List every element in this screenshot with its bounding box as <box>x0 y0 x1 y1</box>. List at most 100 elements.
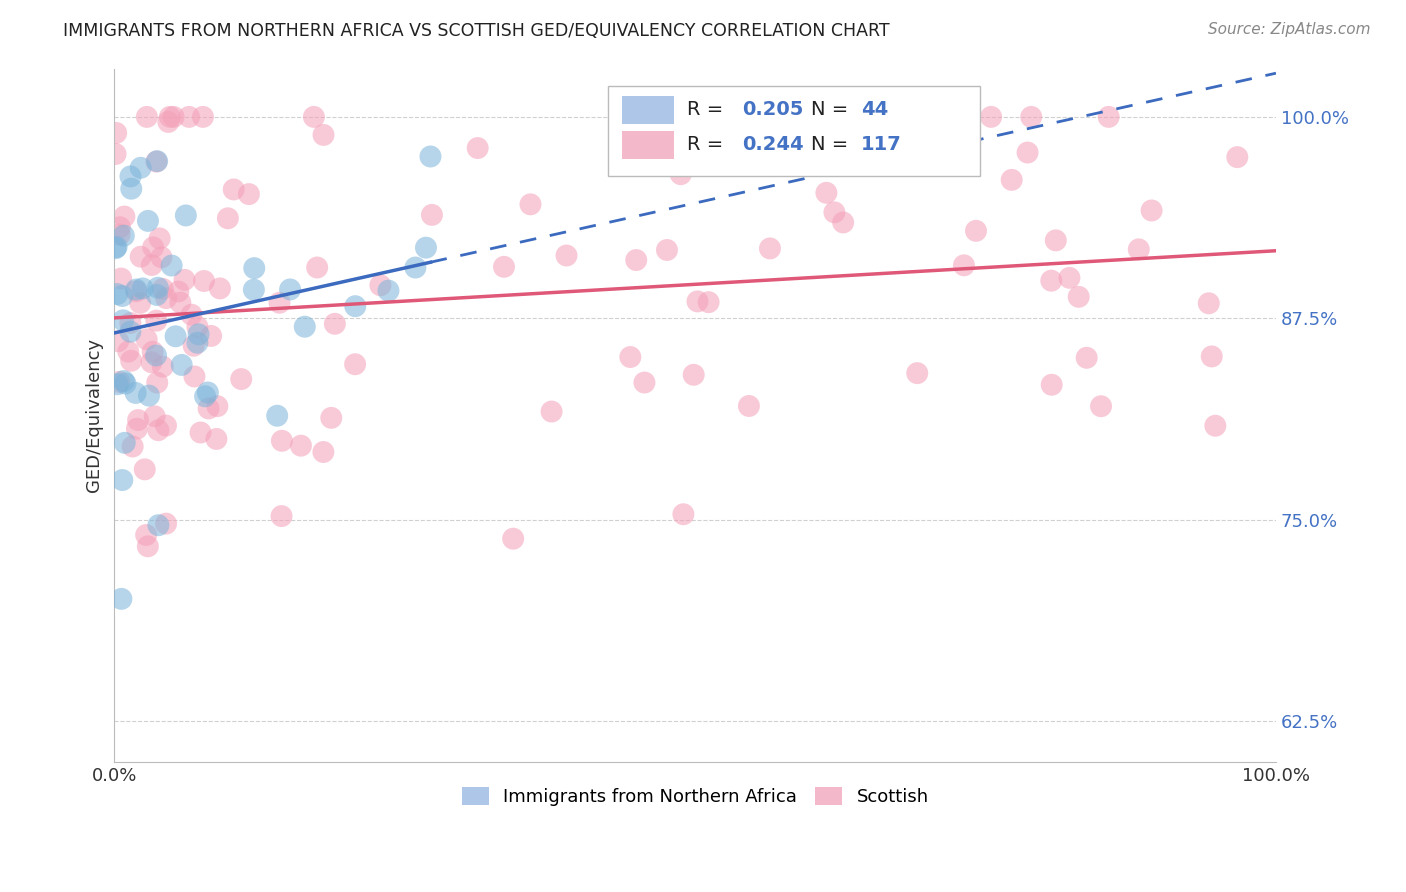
Point <box>519 197 541 211</box>
Point <box>823 205 845 219</box>
Point <box>135 528 157 542</box>
Point <box>163 110 186 124</box>
Point <box>134 462 156 476</box>
Point <box>222 182 245 196</box>
Point <box>120 353 142 368</box>
Point <box>146 154 169 169</box>
Point <box>1226 150 1249 164</box>
Point <box>108 375 131 389</box>
Point <box>682 368 704 382</box>
Point <box>110 271 132 285</box>
Point <box>200 329 222 343</box>
Text: 117: 117 <box>862 135 903 153</box>
Point <box>165 329 187 343</box>
Point <box>107 334 129 349</box>
Point <box>155 516 177 531</box>
Point <box>145 313 167 327</box>
Text: 44: 44 <box>862 100 889 119</box>
Point <box>266 409 288 423</box>
Point <box>1017 145 1039 160</box>
Point <box>312 445 335 459</box>
Point <box>290 439 312 453</box>
Point <box>104 147 127 161</box>
Point <box>105 126 128 140</box>
Point <box>672 508 695 522</box>
Point <box>183 339 205 353</box>
Point <box>111 289 134 303</box>
FancyBboxPatch shape <box>621 96 675 124</box>
Point <box>278 283 301 297</box>
Point <box>271 434 294 448</box>
Point <box>1140 203 1163 218</box>
Point <box>114 376 136 391</box>
Point <box>370 278 392 293</box>
Point <box>138 388 160 402</box>
Point <box>169 295 191 310</box>
Point <box>1067 290 1090 304</box>
Point <box>135 110 157 124</box>
Text: N =: N = <box>811 135 855 153</box>
Y-axis label: GED/Equivalency: GED/Equivalency <box>86 338 103 492</box>
Point <box>1128 243 1150 257</box>
Point <box>404 260 426 275</box>
Point <box>121 440 143 454</box>
Point <box>191 110 214 124</box>
Point <box>1198 296 1220 310</box>
Point <box>129 250 152 264</box>
Point <box>145 154 167 169</box>
Point <box>307 260 329 275</box>
Point <box>150 250 173 264</box>
Point <box>672 151 695 165</box>
Point <box>135 332 157 346</box>
Point <box>186 319 208 334</box>
Point <box>149 231 172 245</box>
Point <box>1001 173 1024 187</box>
Point <box>159 110 181 124</box>
Point <box>965 224 987 238</box>
Point <box>155 291 177 305</box>
Point <box>125 422 148 436</box>
Point <box>953 258 976 272</box>
Point <box>141 258 163 272</box>
Point <box>177 110 200 124</box>
Point <box>540 404 562 418</box>
Text: R =: R = <box>688 100 730 119</box>
Point <box>633 376 655 390</box>
Point <box>112 210 135 224</box>
Point <box>321 410 343 425</box>
Point <box>492 260 515 274</box>
Point <box>105 287 128 301</box>
Point <box>312 128 335 142</box>
Point <box>243 283 266 297</box>
Point <box>110 591 132 606</box>
Point <box>420 208 443 222</box>
Point <box>146 281 169 295</box>
FancyBboxPatch shape <box>607 86 980 176</box>
Point <box>120 316 142 330</box>
Point <box>207 399 229 413</box>
Text: IMMIGRANTS FROM NORTHERN AFRICA VS SCOTTISH GED/EQUIVALENCY CORRELATION CHART: IMMIGRANTS FROM NORTHERN AFRICA VS SCOTT… <box>63 22 890 40</box>
Point <box>419 149 441 163</box>
Point <box>197 385 219 400</box>
Point <box>117 344 139 359</box>
Point <box>270 509 292 524</box>
Point <box>152 359 174 374</box>
Point <box>815 186 838 200</box>
Point <box>205 432 228 446</box>
Point <box>108 220 131 235</box>
Point <box>143 409 166 424</box>
Point <box>136 214 159 228</box>
Point <box>114 435 136 450</box>
Text: 0.205: 0.205 <box>741 100 803 119</box>
Point <box>157 115 180 129</box>
Point <box>186 335 208 350</box>
Point <box>194 389 217 403</box>
Point <box>187 327 209 342</box>
Point <box>131 281 153 295</box>
Point <box>905 366 928 380</box>
Point <box>344 299 367 313</box>
Point <box>111 473 134 487</box>
Point <box>1019 110 1042 124</box>
Point <box>1204 418 1226 433</box>
Point <box>124 386 146 401</box>
